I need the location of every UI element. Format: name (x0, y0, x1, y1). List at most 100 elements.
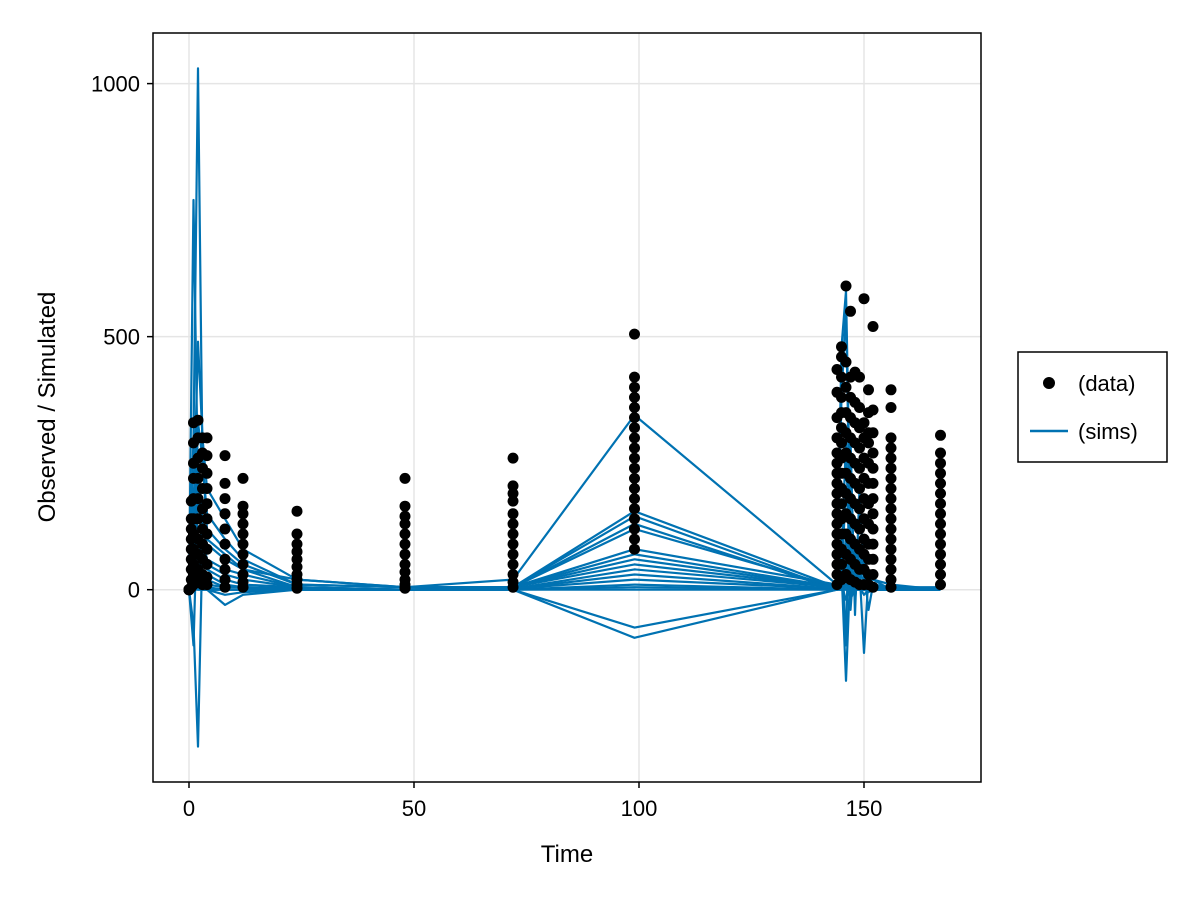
y-axis-ticks: 0 500 1000 (91, 72, 153, 603)
data-point (219, 523, 231, 535)
data-point (237, 518, 249, 530)
data-point (291, 561, 303, 573)
data-point (629, 412, 640, 424)
data-point (840, 381, 852, 393)
data-point (935, 429, 946, 441)
data-point (885, 581, 897, 593)
data-point (629, 371, 640, 383)
data-point (885, 523, 897, 535)
plot-area (152, 32, 982, 783)
data-point (629, 391, 640, 403)
data-point (935, 477, 946, 489)
data-point (237, 538, 249, 550)
data-point (885, 483, 897, 494)
data-point (237, 576, 249, 588)
data-point (854, 523, 865, 535)
data-point (237, 472, 249, 484)
data-point (629, 452, 640, 464)
data-point (629, 543, 640, 555)
data-point (629, 462, 640, 474)
data-point (507, 452, 519, 464)
data-point (291, 569, 303, 580)
data-point (629, 513, 640, 525)
data-point (836, 437, 847, 449)
data-point (237, 569, 249, 580)
data-point (201, 498, 213, 510)
data-point (291, 528, 303, 540)
data-point (836, 341, 847, 353)
data-point (399, 558, 411, 570)
data-point (845, 305, 856, 317)
legend: (data) (sims) (1017, 351, 1168, 463)
data-point (399, 528, 411, 540)
x-tick-label: 0 (183, 796, 195, 821)
data-point (201, 579, 213, 591)
data-point (629, 472, 640, 484)
sim-series-line-17 (188, 583, 941, 639)
data-point (867, 538, 879, 550)
data-point (291, 505, 303, 517)
data-point (867, 404, 879, 416)
data-point (219, 574, 231, 586)
data-point (854, 503, 865, 515)
data-point (867, 427, 879, 439)
data-point (935, 548, 946, 560)
data-point (399, 472, 411, 484)
data-point (867, 508, 879, 520)
y-axis-label: Observed / Simulated (34, 292, 61, 523)
legend-sims-label: (sims) (1078, 419, 1138, 444)
data-point (836, 371, 847, 383)
data-point (885, 533, 897, 545)
y-tick-label: 500 (103, 325, 140, 350)
y-tick-label: 0 (128, 578, 140, 603)
data-point (201, 450, 213, 462)
sim-series-line-6 (187, 537, 941, 748)
plot-frame (152, 32, 982, 783)
data-point (201, 483, 213, 494)
data-point (507, 495, 519, 507)
data-point (192, 513, 204, 525)
data-point (629, 503, 640, 515)
data-point (867, 553, 879, 565)
data-point (885, 442, 897, 454)
data-point (840, 356, 852, 368)
data-point (854, 442, 865, 454)
data-point (237, 528, 249, 540)
data-point (836, 391, 847, 403)
data-point (219, 563, 231, 575)
data-point (219, 477, 231, 489)
data-point (237, 548, 249, 560)
data-point (836, 558, 847, 570)
y-tick-label: 1000 (91, 72, 140, 97)
data-point (507, 558, 519, 570)
data-point (629, 381, 640, 393)
data-point (219, 508, 231, 520)
data-point (201, 432, 213, 444)
data-point (237, 558, 249, 570)
data-point (867, 447, 879, 459)
data-point (935, 558, 946, 570)
data-point (935, 538, 946, 550)
data-layer (183, 280, 946, 596)
sim-series-line-3 (187, 340, 941, 647)
data-point (858, 417, 870, 429)
data-point (935, 518, 946, 530)
sims-layer (187, 67, 941, 748)
data-point (399, 538, 411, 550)
data-point (219, 553, 231, 565)
data-point (629, 442, 640, 454)
data-point (192, 414, 204, 426)
data-point (867, 493, 879, 505)
data-point (885, 574, 897, 586)
data-point (885, 493, 897, 505)
data-point (507, 548, 519, 560)
data-point (867, 569, 879, 580)
data-point (399, 566, 411, 578)
data-point (935, 488, 946, 499)
data-point (935, 457, 946, 469)
data-point (399, 510, 411, 522)
data-point (192, 472, 204, 484)
data-point (219, 538, 231, 550)
data-point (399, 500, 411, 512)
